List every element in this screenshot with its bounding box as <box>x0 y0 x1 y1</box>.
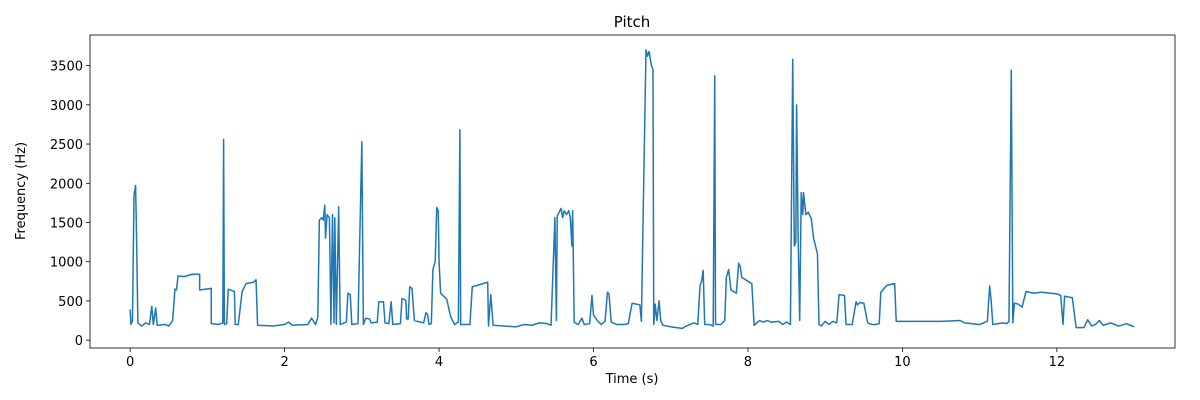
x-tick-label: 0 <box>126 355 134 370</box>
x-tick-label: 4 <box>435 355 443 370</box>
x-tick-label: 8 <box>744 355 752 370</box>
y-tick-label: 1000 <box>50 256 83 271</box>
y-tick-label: 2500 <box>50 138 83 153</box>
chart-title: Pitch <box>614 13 651 31</box>
x-tick-label: 2 <box>280 355 288 370</box>
y-tick-label: 2000 <box>50 177 83 192</box>
x-tick-label: 12 <box>1049 355 1066 370</box>
plot-frame <box>89 34 1176 349</box>
y-tick-label: 3500 <box>50 60 83 75</box>
y-tick-label: 3000 <box>50 99 83 114</box>
x-tick-label: 6 <box>589 355 597 370</box>
y-tick-label: 500 <box>58 295 83 310</box>
y-tick-label: 0 <box>75 334 83 349</box>
y-axis-label: Frequency (Hz) <box>14 142 29 240</box>
x-tick-label: 10 <box>894 355 911 370</box>
y-tick-label: 1500 <box>50 216 83 231</box>
x-axis-label: Time (s) <box>605 372 659 387</box>
pitch-line <box>129 49 1135 330</box>
